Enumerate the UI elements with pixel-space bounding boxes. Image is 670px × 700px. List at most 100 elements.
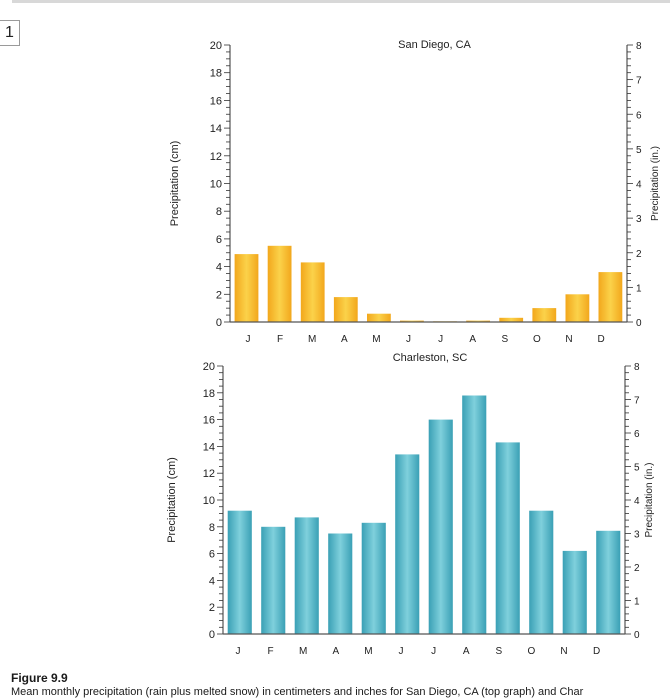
- figure-caption-block: Figure 9.9 Mean monthly precipitation (r…: [11, 671, 670, 699]
- san-diego-category-label: O: [533, 334, 541, 345]
- san-diego-y2-tick-label: 8: [636, 41, 642, 52]
- san-diego-y2-tick-label: 0: [636, 318, 642, 329]
- charleston-category-label: N: [560, 646, 567, 657]
- charleston-category-label: J: [431, 646, 436, 657]
- charleston-category-label: F: [268, 646, 274, 657]
- charleston-bar: [462, 395, 487, 634]
- san-diego-y-tick-label: 4: [216, 262, 222, 274]
- san-diego-y2-tick-label: 5: [636, 145, 642, 156]
- san-diego-category-label: M: [372, 334, 380, 345]
- san-diego-category-label: D: [597, 334, 604, 345]
- san-diego-bar: [367, 313, 391, 322]
- san-diego-category-label: N: [565, 334, 572, 345]
- san-diego-y2-tick-label: 2: [636, 249, 642, 260]
- charleston-y2-tick-label: 3: [634, 530, 640, 541]
- san-diego-bar: [499, 317, 524, 322]
- charleston-category-label: O: [528, 646, 536, 657]
- san-diego-y-tick-label: 8: [216, 206, 222, 218]
- charleston-y-tick-label: 6: [209, 549, 215, 561]
- charleston-chart-title: Charleston, SC: [393, 352, 468, 364]
- san-diego-y-tick-label: 2: [216, 289, 222, 301]
- charleston-category-label: D: [593, 646, 600, 657]
- charleston-bar: [495, 442, 520, 634]
- san-diego-category-label: J: [406, 334, 411, 345]
- charleston-category-label: J: [399, 646, 404, 657]
- san-diego-category-label: A: [341, 334, 348, 345]
- figure-label: Figure 9.9: [11, 671, 68, 685]
- charleston-y-tick-label: 18: [203, 388, 215, 400]
- san-diego-y-tick-label: 20: [210, 40, 222, 52]
- charleston-y2-axis-label: Precipitation (in.): [644, 462, 655, 537]
- san-diego-y-axis-label: Precipitation (cm): [169, 141, 181, 227]
- charleston-bar: [428, 419, 453, 634]
- san-diego-bar: [400, 320, 424, 322]
- charleston-category-label: M: [299, 646, 307, 657]
- charleston-y-tick-label: 8: [209, 522, 215, 534]
- san-diego-chart-title: San Diego, CA: [398, 39, 471, 51]
- san-diego-bar: [598, 272, 623, 322]
- san-diego-bar: [333, 297, 358, 322]
- charleston-y-tick-label: 12: [203, 468, 215, 480]
- san-diego-y2-tick-label: 1: [636, 283, 642, 294]
- charleston-y2-tick-label: 2: [634, 563, 640, 574]
- charleston-y2-tick-label: 0: [634, 630, 640, 641]
- san-diego-y2-tick-label: 4: [636, 180, 642, 191]
- charleston-y2-tick-label: 4: [634, 496, 640, 507]
- charleston-y-tick-label: 4: [209, 575, 215, 587]
- san-diego-y-tick-label: 18: [210, 68, 222, 80]
- charleston-y-tick-label: 10: [203, 495, 215, 507]
- charleston-y-tick-label: 20: [203, 361, 215, 373]
- charleston-bar: [294, 517, 319, 634]
- charleston-bar: [562, 550, 587, 634]
- charleston-category-label: M: [364, 646, 372, 657]
- charleston-y-tick-label: 16: [203, 415, 215, 427]
- charleston-bar: [395, 454, 420, 634]
- san-diego-bar: [466, 320, 490, 322]
- charleston-y2-tick-label: 5: [634, 463, 640, 474]
- figure-caption: Mean monthly precipitation (rain plus me…: [11, 686, 584, 698]
- san-diego-bar: [532, 308, 557, 322]
- san-diego-bar: [234, 254, 259, 322]
- san-diego-y2-axis-label: Precipitation (in.): [650, 146, 661, 221]
- san-diego-y2-tick-label: 3: [636, 214, 642, 225]
- charleston-category-label: A: [332, 646, 339, 657]
- san-diego-y-tick-label: 16: [210, 95, 222, 107]
- page-tab: 1: [0, 20, 20, 46]
- charleston-y-tick-label: 2: [209, 602, 215, 614]
- san-diego-bar: [267, 245, 292, 322]
- san-diego-y-tick-label: 10: [210, 179, 222, 191]
- san-diego-category-label: M: [308, 334, 316, 345]
- charleston-category-label: J: [236, 646, 241, 657]
- charleston-bar: [261, 526, 286, 634]
- charleston-y2-tick-label: 1: [634, 597, 640, 608]
- charleston-bar: [328, 533, 353, 634]
- san-diego-y-tick-label: 12: [210, 151, 222, 163]
- charleston-y-tick-label: 0: [209, 629, 215, 641]
- san-diego-bar: [300, 262, 325, 322]
- charleston-bar: [227, 510, 252, 634]
- charleston-y-tick-label: 14: [203, 441, 215, 453]
- san-diego-y-tick-label: 14: [210, 123, 222, 135]
- san-diego-category-label: F: [277, 334, 283, 345]
- san-diego-category-label: J: [246, 334, 251, 345]
- san-diego-category-label: A: [469, 334, 476, 345]
- page-top-border: [12, 0, 670, 3]
- san-diego-y2-tick-label: 7: [636, 76, 642, 87]
- charleston-bar: [361, 522, 386, 634]
- san-diego-y2-tick-label: 6: [636, 110, 642, 121]
- charleston-y2-tick-label: 6: [634, 429, 640, 440]
- charleston-category-label: S: [495, 646, 502, 657]
- charleston-category-label: A: [463, 646, 470, 657]
- san-diego-category-label: J: [438, 334, 443, 345]
- charleston-y2-tick-label: 8: [634, 362, 640, 373]
- charleston-bar: [529, 510, 554, 634]
- charleston-bar: [596, 530, 621, 634]
- charleston-y2-tick-label: 7: [634, 396, 640, 407]
- san-diego-bar: [565, 294, 590, 322]
- san-diego-y-tick-label: 6: [216, 234, 222, 246]
- san-diego-category-label: S: [501, 334, 508, 345]
